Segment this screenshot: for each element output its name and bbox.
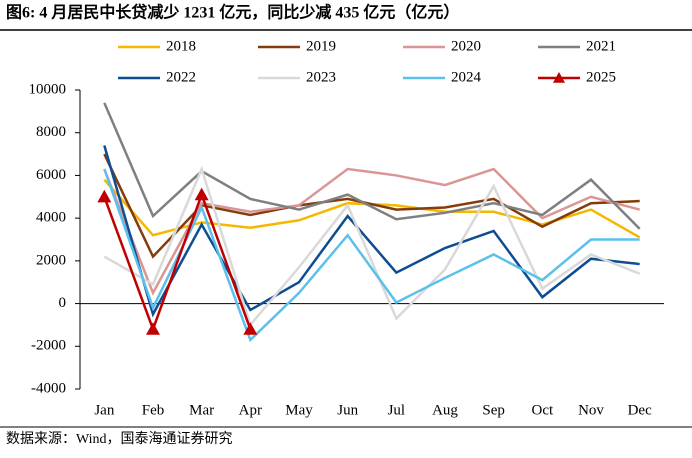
x-tick-label: Sep xyxy=(482,402,505,418)
legend-label: 2023 xyxy=(306,69,336,85)
x-tick-label: Oct xyxy=(531,402,553,418)
y-tick-label: 0 xyxy=(59,295,67,311)
x-tick-label: Dec xyxy=(628,402,652,418)
series-line xyxy=(103,145,640,318)
point-marker xyxy=(194,187,209,201)
x-tick-label: Nov xyxy=(578,402,604,418)
y-tick-label: 6000 xyxy=(36,167,66,183)
x-tick-label: Apr xyxy=(239,402,262,418)
y-tick-label: -2000 xyxy=(31,338,66,354)
series-line xyxy=(103,168,640,343)
y-tick-label: 8000 xyxy=(36,124,66,140)
x-tick-label: Feb xyxy=(142,402,165,418)
series-line xyxy=(103,102,641,230)
legend-label: 2022 xyxy=(166,69,196,85)
legend-label: 2019 xyxy=(306,38,336,54)
point-marker xyxy=(97,189,112,203)
x-tick-label: Mar xyxy=(189,402,214,418)
legend-label: 2025 xyxy=(586,69,616,85)
series-line xyxy=(103,190,252,333)
legend-label: 2024 xyxy=(451,69,482,85)
x-tick-label: Jan xyxy=(94,402,114,418)
point-marker xyxy=(243,322,258,335)
legend-marker xyxy=(553,72,565,83)
x-tick-label: Aug xyxy=(432,402,458,418)
series-line xyxy=(103,165,641,328)
legend-label: 2021 xyxy=(586,38,616,54)
y-tick-label: 10000 xyxy=(29,81,67,97)
legend-label: 2020 xyxy=(451,38,481,54)
x-tick-label: Jun xyxy=(337,402,358,418)
x-tick-label: Jul xyxy=(388,402,406,418)
source: 数据来源：Wind，国泰海通证券研究 xyxy=(6,431,233,447)
x-tick-label: May xyxy=(285,402,313,418)
chart-title: 图6: 4 月居民中长贷减少 1231 亿元，同比少减 435 亿元（亿元） xyxy=(6,3,459,22)
y-tick-label: 2000 xyxy=(36,252,66,268)
point-marker xyxy=(146,322,160,335)
y-tick-label: 4000 xyxy=(36,210,66,226)
y-tick-label: -4000 xyxy=(31,380,66,396)
legend-label: 2018 xyxy=(166,38,196,54)
